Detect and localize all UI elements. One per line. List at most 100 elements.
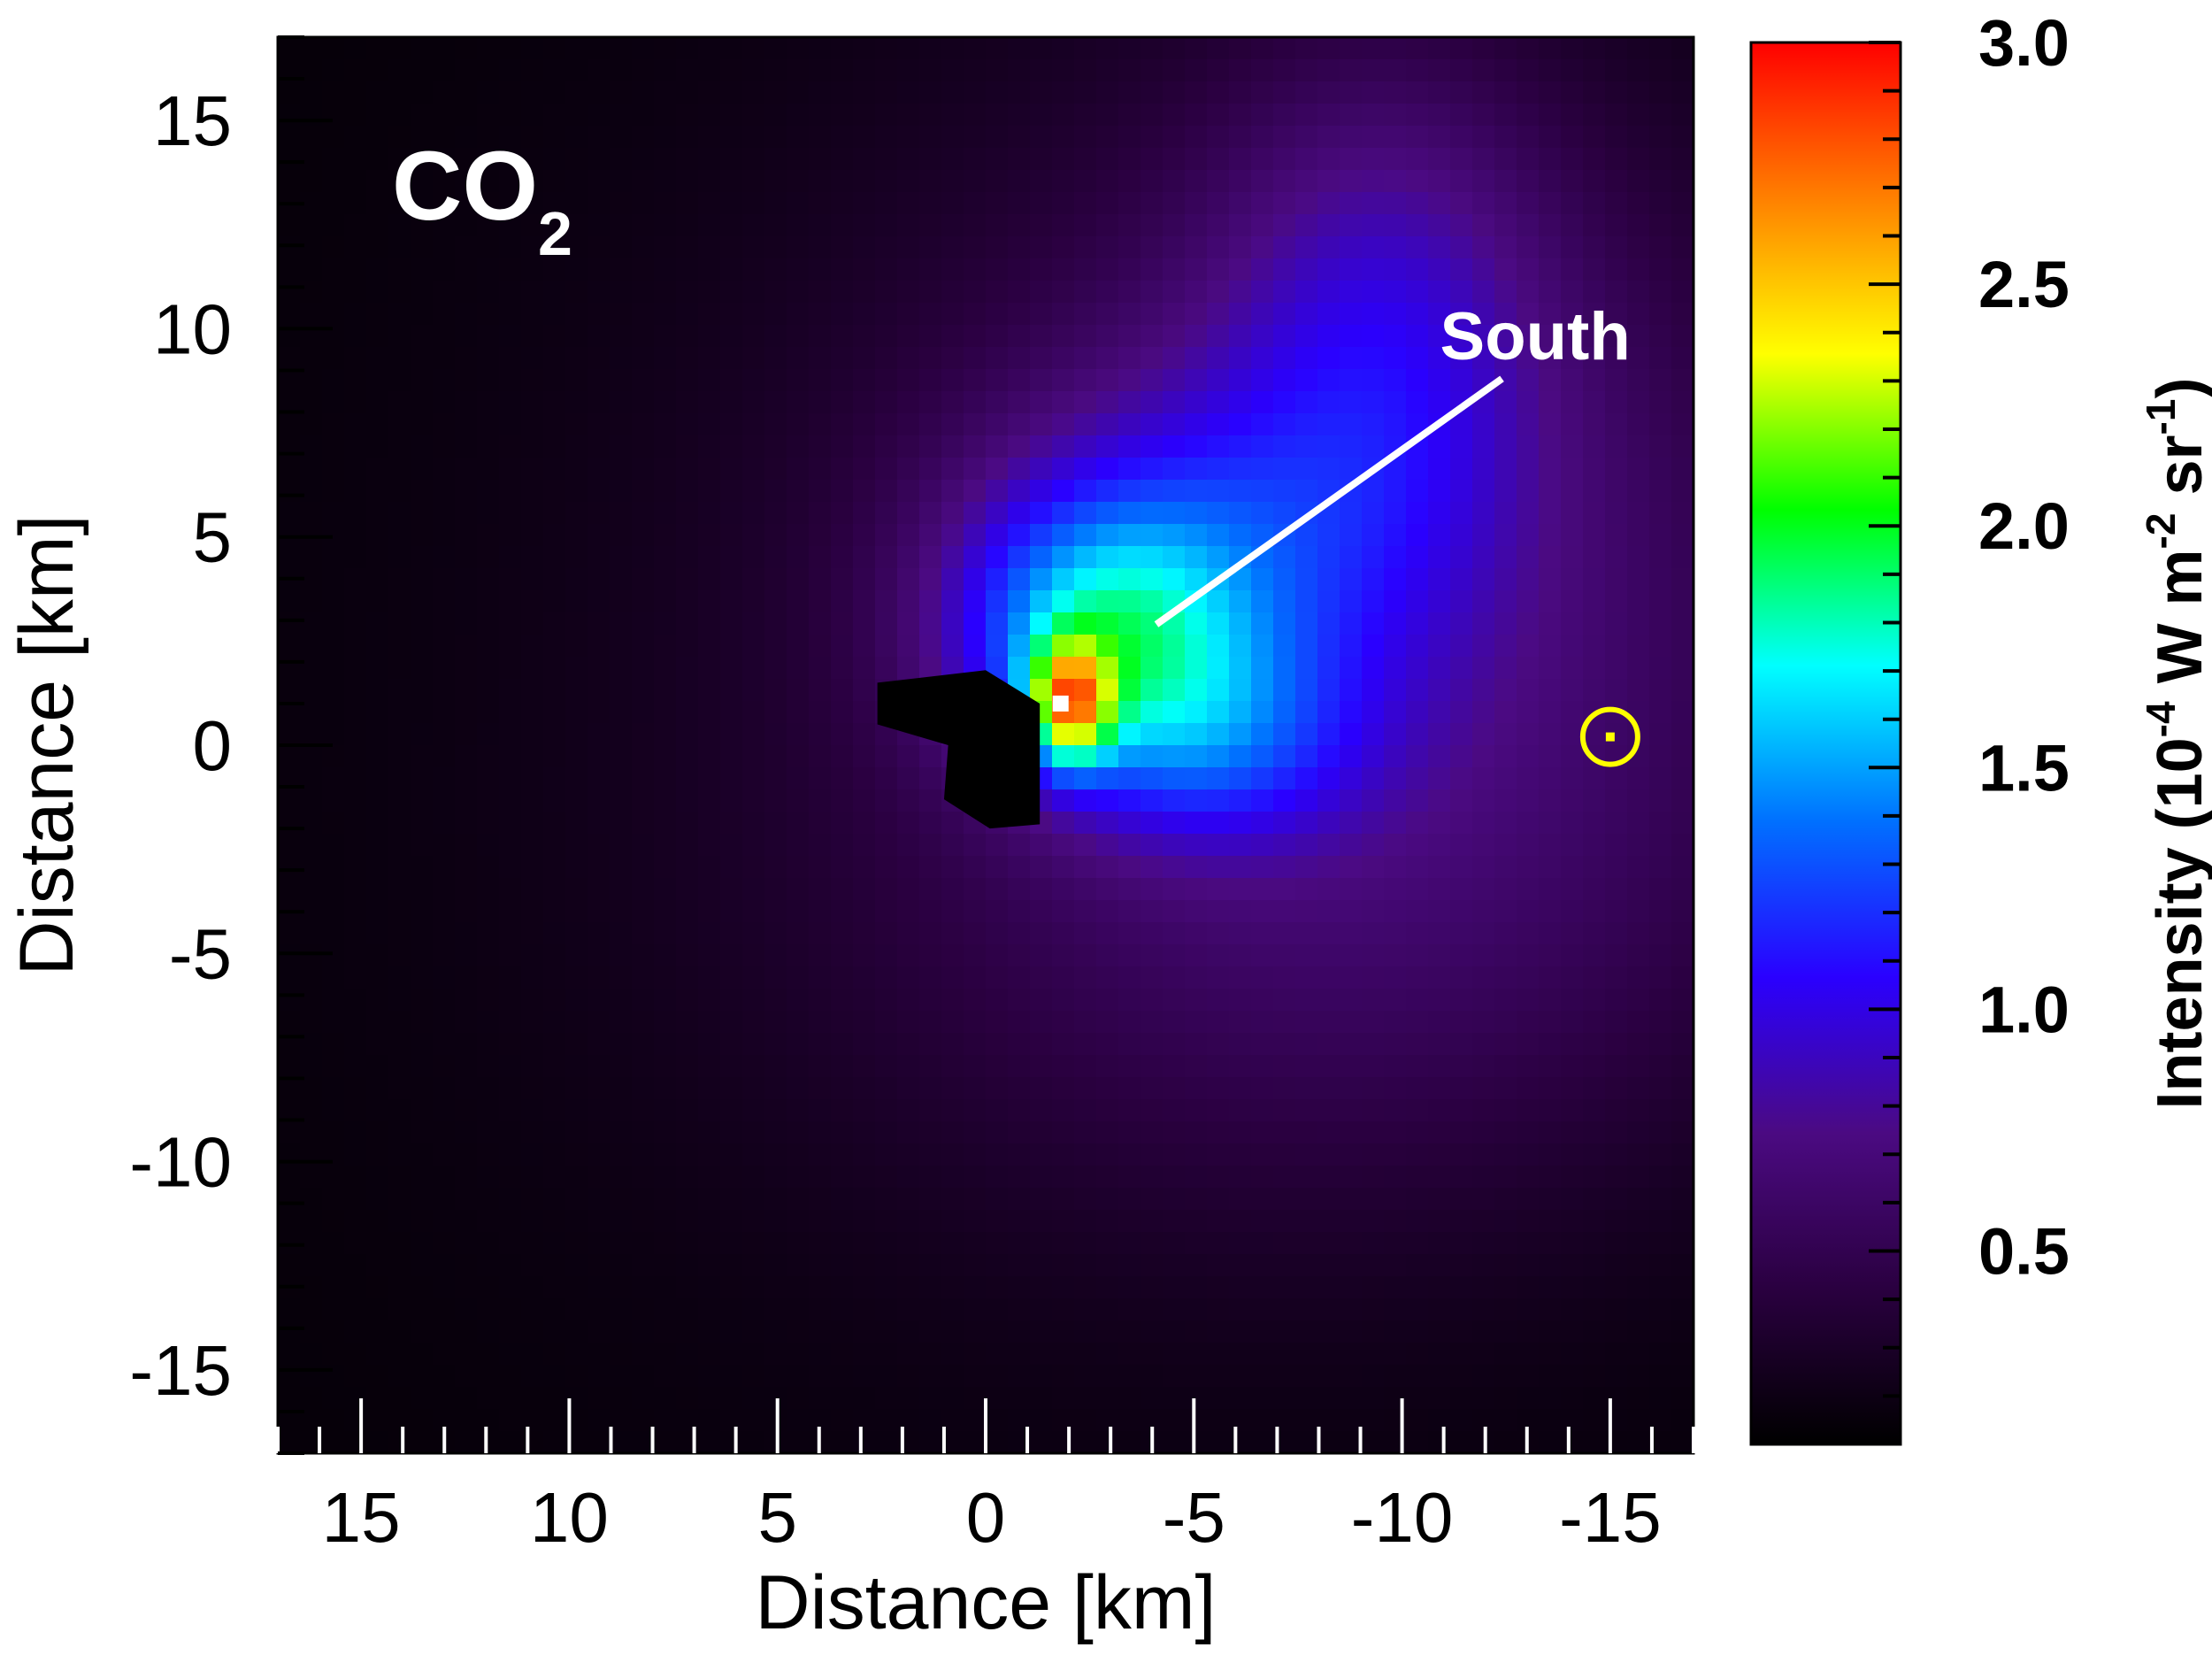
heatmap-cell — [1030, 435, 1053, 458]
heatmap-cell — [1583, 170, 1606, 193]
heatmap-cell — [588, 214, 611, 237]
heatmap-cell — [1295, 258, 1318, 281]
heatmap-cell — [698, 834, 721, 857]
heatmap-cell — [543, 524, 566, 547]
heatmap-cell — [676, 480, 699, 503]
heatmap-cell — [433, 1320, 456, 1343]
heatmap-cell — [742, 413, 765, 436]
heatmap-cell — [1384, 192, 1407, 215]
heatmap-cell — [499, 435, 522, 458]
heatmap-cell — [433, 1365, 456, 1388]
heatmap-cell — [322, 568, 345, 591]
heatmap-cell — [1428, 1121, 1451, 1144]
heatmap-cell — [1229, 1143, 1252, 1166]
heatmap-cell — [1185, 1077, 1208, 1100]
heatmap-cell — [322, 369, 345, 392]
heatmap-cell — [1008, 900, 1031, 923]
heatmap-cell — [1561, 81, 1584, 104]
heatmap-cell — [1273, 413, 1296, 436]
heatmap-cell — [654, 81, 677, 104]
heatmap-cell — [676, 856, 699, 879]
heatmap-cell — [1517, 944, 1540, 967]
heatmap-cell — [654, 1298, 677, 1321]
heatmap-cell — [1074, 701, 1097, 724]
heatmap-cell — [543, 347, 566, 370]
heatmap-cell — [1450, 258, 1473, 281]
heatmap-cell — [1096, 1121, 1119, 1144]
heatmap-cell — [809, 413, 832, 436]
heatmap-cell — [1384, 1166, 1407, 1189]
heatmap-cell — [1251, 900, 1274, 923]
heatmap-cell — [919, 1055, 942, 1078]
heatmap-cell — [1185, 258, 1208, 281]
heatmap-cell — [941, 1055, 964, 1078]
heatmap-cell — [632, 59, 655, 82]
heatmap-cell — [1030, 1320, 1053, 1343]
heatmap-cell — [1384, 104, 1407, 127]
heatmap-cell — [1428, 966, 1451, 989]
heatmap-cell — [764, 281, 787, 304]
heatmap-cell — [411, 104, 434, 127]
heatmap-cell — [1539, 1232, 1562, 1255]
heatmap-cell — [1317, 1055, 1340, 1078]
heatmap-cell — [278, 745, 301, 768]
heatmap-cell — [1428, 458, 1451, 481]
heatmap-cell — [1030, 546, 1053, 569]
heatmap-cell — [676, 347, 699, 370]
heatmap-cell — [764, 789, 787, 812]
heatmap-cell — [278, 1254, 301, 1277]
heatmap-cell — [986, 214, 1009, 237]
heatmap-cell — [1539, 679, 1562, 702]
heatmap-cell — [455, 37, 478, 60]
heatmap-cell — [1251, 391, 1274, 414]
heatmap-cell — [720, 856, 743, 879]
heatmap-cell — [964, 281, 987, 304]
heatmap-cell — [1561, 170, 1584, 193]
heatmap-cell — [1384, 59, 1407, 82]
heatmap-cell — [1317, 1188, 1340, 1211]
heatmap-cell — [1207, 701, 1230, 724]
heatmap-cell — [1583, 1409, 1606, 1432]
heatmap-cell — [919, 325, 942, 348]
x-tick-label: -10 — [1351, 1478, 1454, 1557]
heatmap-cell — [986, 922, 1009, 945]
heatmap-cell — [1539, 1033, 1562, 1056]
heatmap-cell — [1428, 568, 1451, 591]
heatmap-cell — [1141, 1121, 1164, 1144]
heatmap-cell — [1185, 745, 1208, 768]
heatmap-cell — [565, 59, 588, 82]
heatmap-cell — [1030, 236, 1053, 259]
heatmap-cell — [1517, 37, 1540, 60]
heatmap-cell — [1384, 612, 1407, 635]
heatmap-cell — [1450, 966, 1473, 989]
heatmap-cell — [1583, 878, 1606, 901]
heatmap-cell — [1052, 767, 1075, 790]
heatmap-cell — [1539, 723, 1562, 746]
heatmap-cell — [1472, 812, 1495, 835]
heatmap-cell — [565, 1343, 588, 1366]
heatmap-cell — [831, 900, 854, 923]
heatmap-cell — [986, 1033, 1009, 1056]
heatmap-cell — [742, 1033, 765, 1056]
heatmap-cell — [411, 568, 434, 591]
heatmap-cell — [278, 922, 301, 945]
heatmap-cell — [1539, 1320, 1562, 1343]
heatmap-cell — [809, 745, 832, 768]
heatmap-cell — [1428, 1143, 1451, 1166]
heatmap-cell — [1406, 966, 1429, 989]
heatmap-cell — [1539, 612, 1562, 635]
heatmap-cell — [1141, 303, 1164, 326]
heatmap-cell — [1649, 1099, 1672, 1122]
heatmap-cell — [831, 502, 854, 525]
heatmap-cell — [499, 1055, 522, 1078]
heatmap-cell — [543, 1387, 566, 1410]
heatmap-cell — [1008, 1121, 1031, 1144]
heatmap-cell — [1450, 192, 1473, 215]
heatmap-cell — [411, 635, 434, 658]
heatmap-cell — [433, 1188, 456, 1211]
heatmap-cell — [1141, 635, 1164, 658]
heatmap-cell — [698, 192, 721, 215]
heatmap-cell — [1229, 1077, 1252, 1100]
heatmap-cell — [809, 635, 832, 658]
heatmap-cell — [1163, 834, 1186, 857]
